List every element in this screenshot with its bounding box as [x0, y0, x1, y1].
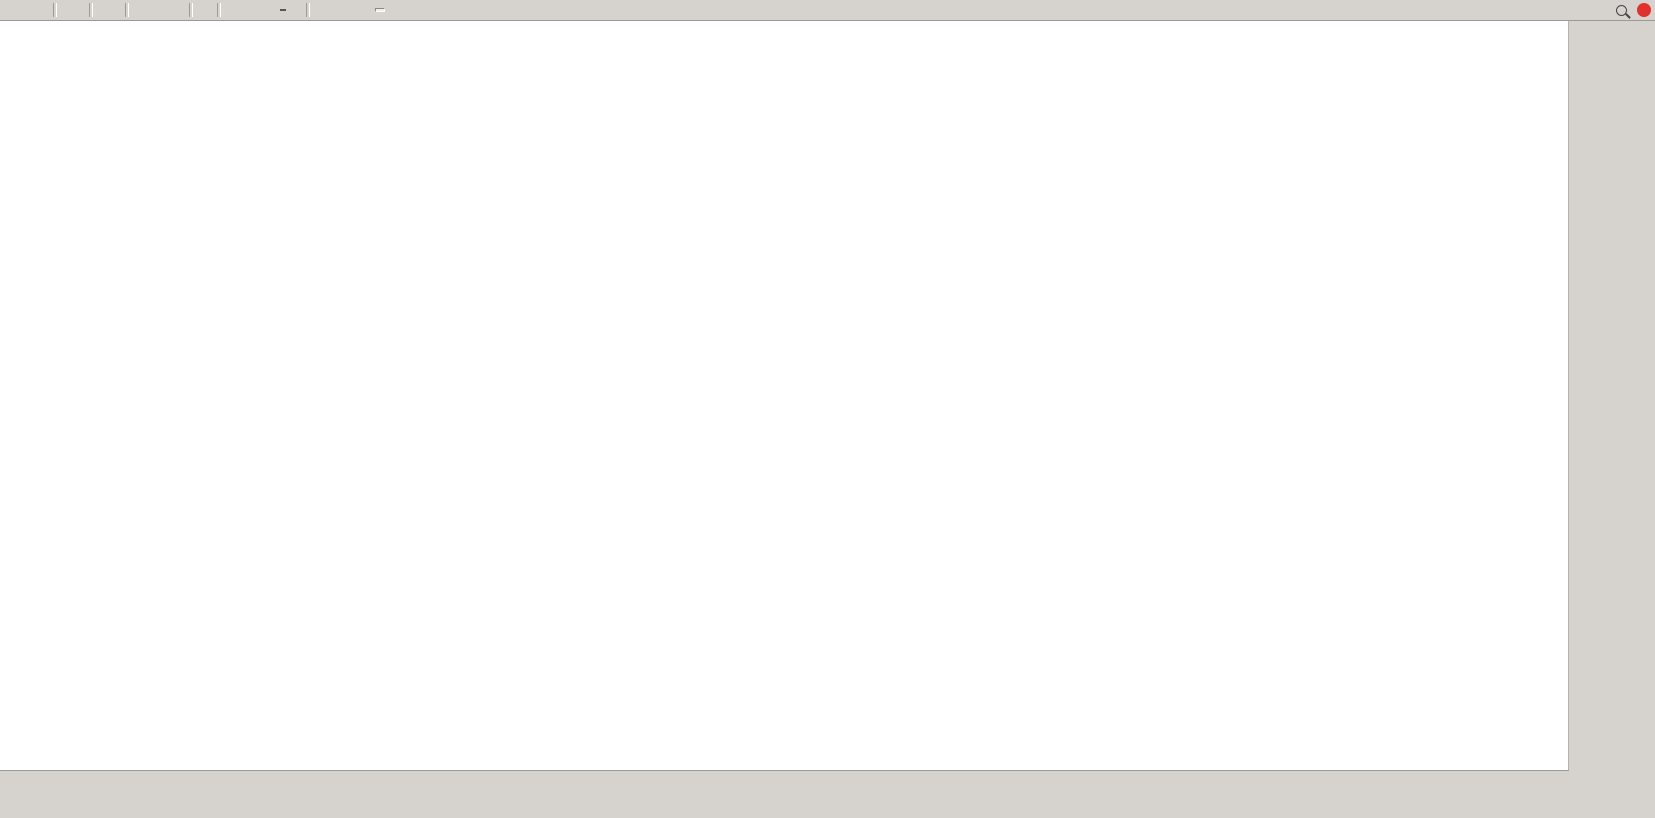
arrange-windows-button[interactable]: [142, 2, 148, 18]
horizontal-line-tool-button[interactable]: [234, 2, 240, 18]
timeframe-mn-button[interactable]: [411, 8, 421, 12]
search-icon[interactable]: [1616, 4, 1627, 16]
support-button[interactable]: [31, 2, 37, 18]
zoom-out-button[interactable]: [106, 2, 112, 18]
fibonacci-tool-button[interactable]: [261, 2, 267, 18]
tile-windows-button[interactable]: [114, 2, 120, 18]
timeframe-m15-button[interactable]: [339, 8, 349, 12]
text-label-icon: [280, 9, 286, 11]
candlestick-chart-button[interactable]: [70, 2, 76, 18]
trendline-tool-button[interactable]: [242, 2, 248, 18]
templates-button[interactable]: [174, 2, 184, 18]
cascade-windows-button[interactable]: [134, 2, 140, 18]
charts-button[interactable]: [23, 2, 29, 18]
price-axis[interactable]: [1513, 20, 1567, 770]
timeframe-m30-button[interactable]: [351, 8, 361, 12]
toolbar-separator: [125, 3, 129, 17]
toolbar-separator: [217, 3, 221, 17]
new-order-button[interactable]: [4, 2, 13, 18]
text-label-tool-button[interactable]: [277, 2, 289, 18]
timeframe-m5-button[interactable]: [327, 8, 337, 12]
text-tool-button[interactable]: [269, 2, 275, 18]
timeframe-h4-button[interactable]: [375, 8, 385, 12]
timeframe-w1-button[interactable]: [399, 8, 409, 12]
zoom-in-button[interactable]: [98, 2, 104, 18]
line-chart-button[interactable]: [78, 2, 84, 18]
toolbar-separator: [306, 3, 310, 17]
accounts-button[interactable]: [15, 2, 21, 18]
notification-badge[interactable]: [1637, 3, 1651, 17]
chart-background: [0, 20, 1569, 771]
arrows-tool-button[interactable]: [291, 2, 301, 18]
periods-button[interactable]: [162, 2, 172, 18]
toolbar-separator: [53, 3, 57, 17]
add-indicator-button[interactable]: [150, 2, 160, 18]
timeframe-h1-button[interactable]: [363, 8, 373, 12]
cursor-tool-button[interactable]: [198, 2, 204, 18]
crosshair-tool-button[interactable]: [206, 2, 212, 18]
channel-tool-button[interactable]: [250, 2, 259, 18]
toolbar-separator: [89, 3, 93, 17]
autotrade-button[interactable]: [39, 2, 48, 18]
timeframe-m1-button[interactable]: [315, 8, 325, 12]
time-axis[interactable]: [0, 758, 1510, 771]
toolbar-separator: [189, 3, 193, 17]
toolbar: [0, 0, 1655, 21]
bar-chart-button[interactable]: [62, 2, 68, 18]
vertical-line-tool-button[interactable]: [226, 2, 232, 18]
timeframe-d1-button[interactable]: [387, 8, 397, 12]
